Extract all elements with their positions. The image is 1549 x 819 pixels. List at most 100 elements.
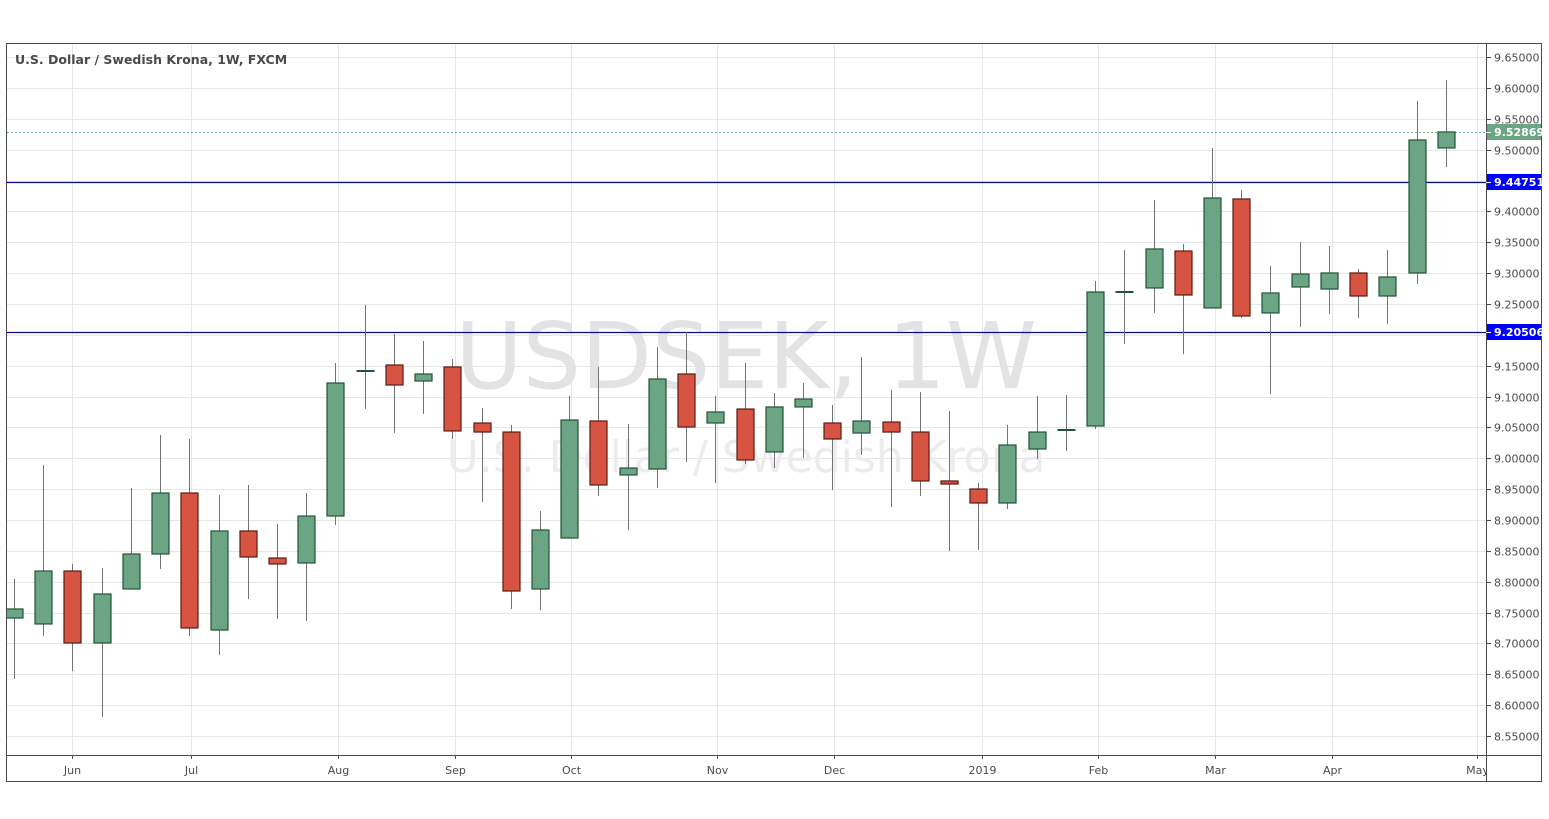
candle-body-down	[268, 557, 287, 565]
resistance-price-label: 9.44751	[1494, 176, 1544, 189]
candle-body-up	[1086, 291, 1105, 427]
y-tick-label: 8.65000	[1494, 669, 1540, 682]
candle	[239, 484, 258, 599]
candle-body-up	[151, 492, 170, 555]
candle-body-up	[531, 529, 550, 590]
candle-body-up	[93, 593, 112, 644]
candle	[1057, 394, 1076, 451]
last-price-label: 9.52869	[1494, 126, 1544, 139]
y-tick-label: 9.65000	[1494, 52, 1540, 65]
x-tick-label: Sep	[445, 764, 466, 777]
candle	[852, 356, 871, 455]
candle-body-up	[619, 467, 638, 476]
candle	[619, 424, 638, 530]
candle	[210, 494, 229, 656]
candle-body-up	[1378, 276, 1397, 297]
candle-body-up	[560, 419, 579, 539]
candle-body-down	[239, 530, 258, 558]
candle	[180, 439, 199, 637]
candle	[794, 383, 813, 459]
candle-body-down	[940, 480, 959, 485]
candle-body-up	[794, 398, 813, 408]
candle-body-up	[297, 515, 316, 564]
candle	[677, 331, 696, 463]
candle-body-down	[882, 421, 901, 433]
x-tick-label: Oct	[562, 764, 582, 777]
candle-body-up	[852, 420, 871, 434]
candle	[1174, 243, 1193, 355]
candle-body-up	[210, 530, 229, 631]
candle-body-down	[63, 570, 82, 644]
y-tick-label: 8.60000	[1494, 700, 1540, 713]
candle-body-up	[998, 444, 1017, 504]
candle	[560, 395, 579, 539]
y-tick-label: 9.50000	[1494, 145, 1540, 158]
y-tick-label: 8.85000	[1494, 546, 1540, 559]
candle-body-up	[326, 382, 345, 517]
candle	[823, 404, 842, 490]
candle	[326, 363, 345, 525]
candle	[1320, 246, 1339, 315]
x-tick-label: 2019	[969, 764, 997, 777]
y-tick-label: 9.05000	[1494, 422, 1540, 435]
candle	[1437, 79, 1456, 168]
candle-body-down	[443, 366, 462, 432]
price-axis[interactable]: 9.650009.600009.550009.500009.450009.400…	[1486, 44, 1540, 782]
time-axis[interactable]: Jun Jul Aug Sep Oct Nov Dec 2019 Feb Mar Apr May	[7, 755, 1542, 781]
candle-body-up	[414, 373, 433, 382]
candle	[385, 334, 404, 434]
candle	[443, 359, 462, 440]
y-tick-label: 8.75000	[1494, 608, 1540, 621]
candles	[0, 43, 1456, 782]
candle	[882, 389, 901, 508]
candle	[1086, 281, 1105, 430]
candle	[1028, 395, 1047, 460]
candle-body-down	[1349, 272, 1368, 297]
y-tick-label: 9.00000	[1494, 453, 1540, 466]
candle-body-up	[1437, 131, 1456, 149]
candle-body-down	[677, 373, 696, 428]
y-tick-label: 9.40000	[1494, 206, 1540, 219]
y-tick-label: 9.30000	[1494, 268, 1540, 281]
candle	[969, 483, 988, 550]
candle	[998, 424, 1017, 509]
y-tick-label: 9.55000	[1494, 114, 1540, 127]
candle	[1145, 200, 1164, 313]
candle	[5, 578, 24, 679]
candle	[911, 391, 930, 496]
x-tick-label: Mar	[1205, 764, 1226, 777]
y-tick-label: 8.80000	[1494, 577, 1540, 590]
horizontal-lines[interactable]	[7, 132, 1486, 334]
x-tick-label: Apr	[1323, 764, 1343, 777]
candle	[268, 523, 287, 619]
candle	[531, 511, 550, 610]
candle	[1203, 147, 1222, 309]
candle-body-down	[969, 488, 988, 504]
candle-body-up	[706, 411, 725, 424]
candle	[706, 395, 725, 484]
chart-title: U.S. Dollar / Swedish Krona, 1W, FXCM	[15, 52, 288, 67]
x-tick-label: May	[1466, 764, 1489, 777]
resistance-price-label-bg	[1487, 174, 1541, 190]
candle-body-up	[5, 608, 24, 619]
x-tick-label: Jun	[63, 764, 81, 777]
support-price-label-bg	[1487, 324, 1541, 340]
candle	[63, 563, 82, 672]
candle-body-up	[1203, 197, 1222, 309]
candle	[151, 434, 170, 569]
candle	[765, 393, 784, 469]
candle-body-down	[502, 431, 521, 592]
candle-body-down	[180, 492, 199, 629]
y-tick-label: 9.60000	[1494, 83, 1540, 96]
candle	[589, 366, 608, 496]
price-labels: 9.52869 9.44751 9.20506	[1486, 124, 1544, 340]
y-tick-label: 9.35000	[1494, 237, 1540, 250]
candle	[1115, 250, 1134, 345]
x-tick-label: Aug	[328, 764, 349, 777]
candle-body-down	[823, 422, 842, 440]
candle	[1291, 241, 1310, 328]
x-tick-label: Feb	[1089, 764, 1108, 777]
candle-body-up	[34, 570, 53, 625]
candle-body-up	[1291, 273, 1310, 288]
